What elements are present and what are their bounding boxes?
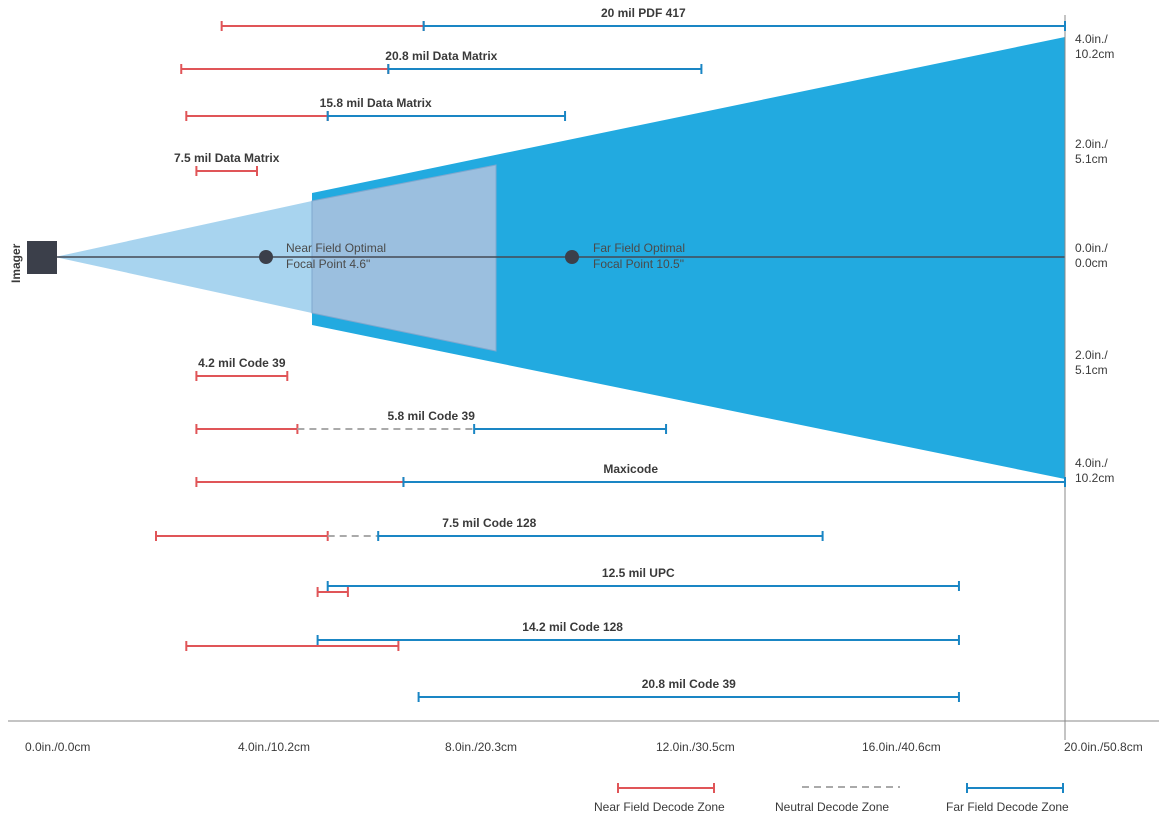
right-scale-upper-line1: 2.0in./ bbox=[1075, 137, 1108, 151]
far-focal-point-marker bbox=[565, 250, 579, 264]
x-axis-label: 12.0in./30.5cm bbox=[656, 740, 735, 754]
legend-neutral-label: Neutral Decode Zone bbox=[775, 800, 889, 814]
x-axis-label: 4.0in./10.2cm bbox=[238, 740, 310, 754]
far-focal-label-line2: Focal Point 10.5" bbox=[593, 257, 684, 271]
right-scale-bottom-line2: 10.2cm bbox=[1075, 471, 1114, 485]
range-label: Maxicode bbox=[603, 462, 658, 476]
decode-range-bars: 20 mil PDF 417 20.8 mil Data Matrix 15.8 m… bbox=[155, 6, 1066, 702]
legend-far-label: Far Field Decode Zone bbox=[946, 800, 1069, 814]
right-scale-top-line1: 4.0in./ bbox=[1075, 32, 1108, 46]
right-scale-upper-line2: 5.1cm bbox=[1075, 152, 1108, 166]
x-axis-label: 8.0in./20.3cm bbox=[445, 740, 517, 754]
right-scale-labels: 4.0in./ 10.2cm 2.0in./ 5.1cm 0.0in./ 0.0… bbox=[1075, 32, 1114, 485]
x-axis-label: 0.0in./0.0cm bbox=[25, 740, 90, 754]
right-scale-center-line1: 0.0in./ bbox=[1075, 241, 1108, 255]
right-scale-lower-line1: 2.0in./ bbox=[1075, 348, 1108, 362]
range-label: 12.5 mil UPC bbox=[602, 566, 675, 580]
far-focal-label-line1: Far Field Optimal bbox=[593, 241, 685, 255]
range-label: 20.8 mil Data Matrix bbox=[385, 49, 497, 63]
range-label: 7.5 mil Data Matrix bbox=[174, 151, 280, 165]
focal-zone-overlay bbox=[311, 164, 497, 352]
range-label: 4.2 mil Code 39 bbox=[198, 356, 286, 370]
right-scale-lower-line2: 5.1cm bbox=[1075, 363, 1108, 377]
right-scale-bottom-line1: 4.0in./ bbox=[1075, 456, 1108, 470]
range-label: 14.2 mil Code 128 bbox=[522, 620, 623, 634]
imager-label: Imager bbox=[9, 243, 23, 283]
x-axis-label: 16.0in./40.6cm bbox=[862, 740, 941, 754]
near-focal-label-line2: Focal Point 4.6" bbox=[286, 257, 370, 271]
range-label: 7.5 mil Code 128 bbox=[442, 516, 536, 530]
range-label: 20 mil PDF 417 bbox=[601, 6, 686, 20]
right-scale-center-line2: 0.0cm bbox=[1075, 256, 1108, 270]
range-label: 15.8 mil Data Matrix bbox=[320, 96, 432, 110]
imager-block bbox=[27, 241, 57, 274]
near-focal-point-marker bbox=[259, 250, 273, 264]
x-axis-labels: 0.0in./0.0cm 4.0in./10.2cm 8.0in./20.3cm… bbox=[25, 740, 1143, 754]
range-label: 5.8 mil Code 39 bbox=[388, 409, 476, 423]
range-label: 20.8 mil Code 39 bbox=[642, 677, 736, 691]
legend: Near Field Decode Zone Neutral Decode Zo… bbox=[594, 783, 1069, 814]
legend-near-label: Near Field Decode Zone bbox=[594, 800, 725, 814]
far-field-cone bbox=[312, 37, 1065, 479]
right-scale-top-line2: 10.2cm bbox=[1075, 47, 1114, 61]
near-focal-label-line1: Near Field Optimal bbox=[286, 241, 386, 255]
x-axis-label: 20.0in./50.8cm bbox=[1064, 740, 1143, 754]
